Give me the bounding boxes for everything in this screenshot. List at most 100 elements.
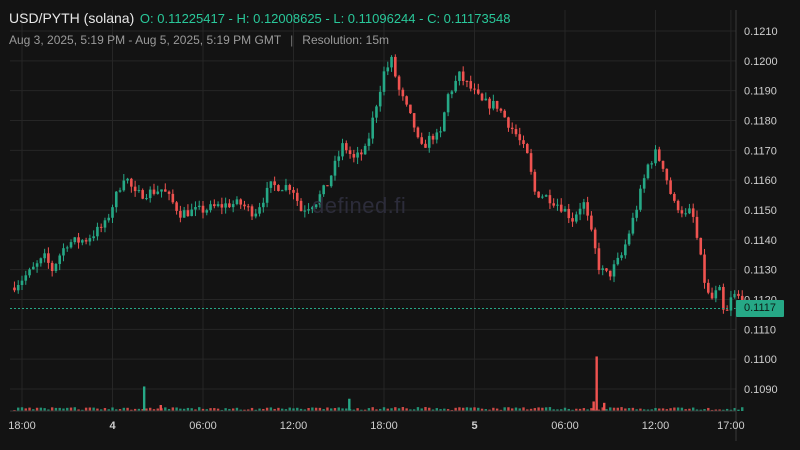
candle-body xyxy=(684,213,687,215)
volume-bar xyxy=(627,408,631,411)
volume-bar xyxy=(311,407,314,411)
watermark: defined.fi xyxy=(312,193,407,218)
candle-body xyxy=(103,220,107,228)
candle-body xyxy=(228,203,231,208)
candle-body xyxy=(427,135,431,148)
volume-bar xyxy=(337,407,340,411)
volume-bar xyxy=(586,409,589,411)
candle-body xyxy=(499,108,503,111)
candle-body xyxy=(654,149,657,164)
volume-bar xyxy=(669,408,672,411)
candle-body xyxy=(130,178,133,187)
candle-body xyxy=(201,205,205,213)
candle-body xyxy=(544,195,548,197)
candle-body xyxy=(32,266,35,270)
volume-bar xyxy=(92,407,95,411)
candle-body xyxy=(537,191,540,198)
volume-bar xyxy=(593,409,597,411)
volume-bar xyxy=(96,408,99,411)
candle-body xyxy=(703,254,706,283)
volume-bar xyxy=(394,407,397,411)
candle-body xyxy=(665,168,669,181)
volume-bar xyxy=(265,407,269,411)
volume-bar xyxy=(461,407,465,411)
volume-bar xyxy=(103,407,107,411)
volume-bar xyxy=(288,407,291,411)
volume-bar xyxy=(635,409,638,411)
volume-bar xyxy=(284,409,288,411)
candle-body xyxy=(412,113,416,128)
volume-bar xyxy=(216,408,220,411)
candle-body xyxy=(390,56,393,68)
volume-bar xyxy=(590,408,593,411)
candle-body xyxy=(518,134,522,141)
candle-body xyxy=(435,132,439,140)
candle-body xyxy=(246,206,250,208)
volume-bar xyxy=(605,409,608,411)
candle-body xyxy=(344,143,348,151)
volume-bar xyxy=(54,407,58,411)
candle-body xyxy=(488,98,491,109)
volume-bar xyxy=(480,408,484,411)
volume-bar xyxy=(439,409,442,411)
candle-body xyxy=(114,191,118,208)
candle-body xyxy=(39,258,43,264)
candle-body xyxy=(224,203,227,208)
volume-bar xyxy=(529,408,533,411)
candle-body xyxy=(424,143,427,148)
candle-body xyxy=(216,204,220,207)
volume-bar xyxy=(107,409,110,411)
volume-bar xyxy=(356,408,359,411)
candle-body xyxy=(710,292,714,299)
x-axis: 18:00 4 06:00 12:00 18:00 5 06:00 12:00 17:00 xyxy=(8,410,745,432)
candle-body xyxy=(495,100,499,109)
candle-body xyxy=(722,286,725,310)
volume-bar xyxy=(620,407,623,411)
candle-body xyxy=(231,204,235,208)
candle-body xyxy=(20,280,24,285)
candle-body xyxy=(126,178,129,181)
candle-body xyxy=(480,93,484,101)
candle-body xyxy=(35,263,39,267)
volume-bar xyxy=(73,407,76,411)
volume-bar xyxy=(582,408,586,411)
candle-body xyxy=(378,91,382,107)
volume-bar xyxy=(707,407,710,411)
ohlc-readout: O: 0.11225417 - H: 0.12008625 - L: 0.110… xyxy=(139,11,511,26)
candle-body xyxy=(81,240,84,243)
candle-body xyxy=(401,89,405,97)
candlestick-series xyxy=(13,54,744,317)
volume-bar xyxy=(725,408,729,411)
y-tick-label: 0.1190 xyxy=(744,86,777,98)
candle-body xyxy=(28,269,31,276)
volume-bar xyxy=(405,408,408,411)
candle-body xyxy=(243,204,246,207)
volume-bar xyxy=(454,407,457,411)
y-tick-label: 0.1170 xyxy=(744,145,777,157)
x-tick-label: 4 xyxy=(109,420,116,432)
candle-body xyxy=(62,248,65,256)
candle-body xyxy=(152,189,156,194)
y-tick-label: 0.1130 xyxy=(744,265,777,277)
volume-bar xyxy=(609,407,612,411)
candle-body xyxy=(484,98,488,101)
volume-bar xyxy=(269,407,273,411)
candle-body xyxy=(416,127,420,138)
candle-body xyxy=(725,309,729,311)
volume-bar xyxy=(390,408,393,411)
volume-bar xyxy=(299,408,303,411)
volume-bar xyxy=(152,409,156,411)
volume-bar xyxy=(99,409,103,411)
volume-bar xyxy=(397,408,401,411)
volume-bar xyxy=(303,409,307,411)
candle-body xyxy=(514,129,518,135)
candle-body xyxy=(175,202,178,211)
volume-bar xyxy=(352,409,356,411)
candle-body xyxy=(47,253,50,263)
candle-body xyxy=(24,275,28,281)
candle-body xyxy=(167,191,171,194)
volume-bar xyxy=(167,408,171,411)
y-tick-label: 0.1140 xyxy=(744,235,777,247)
volume-bar xyxy=(194,409,197,411)
